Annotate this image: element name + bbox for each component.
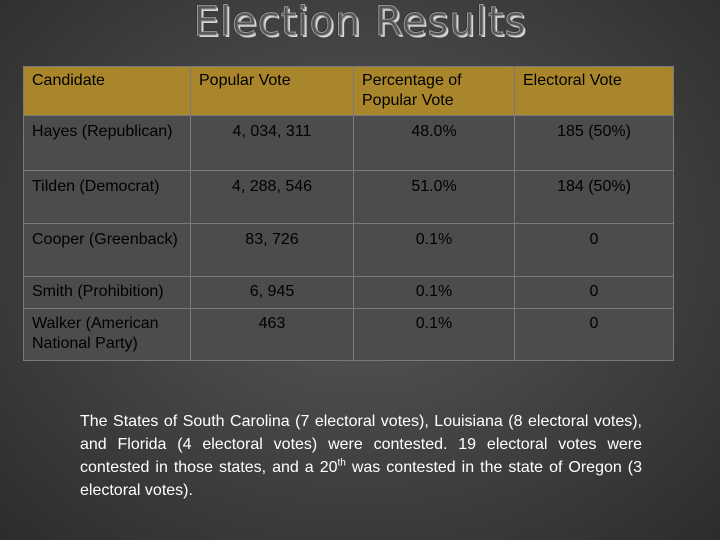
page-title: Election Results: [193, 0, 527, 45]
header-percentage: Percentage of Popular Vote: [353, 66, 515, 116]
contested-votes-note: The States of South Carolina (7 electora…: [80, 410, 642, 502]
cell-electoral-vote: 0: [514, 223, 674, 277]
header-candidate: Candidate: [23, 66, 191, 116]
note-superscript: th: [337, 457, 346, 469]
cell-popular-vote: 463: [190, 308, 354, 361]
header-popular-vote: Popular Vote: [190, 66, 354, 116]
cell-percentage: 0.1%: [353, 276, 515, 309]
cell-candidate: Hayes (Republican): [23, 115, 191, 171]
cell-percentage: 51.0%: [353, 170, 515, 224]
cell-electoral-vote: 184 (50%): [514, 170, 674, 224]
cell-candidate: Cooper (Greenback): [23, 223, 191, 277]
table-row: Tilden (Democrat) 4, 288, 546 51.0% 184 …: [23, 170, 674, 224]
cell-electoral-vote: 185 (50%): [514, 115, 674, 171]
table-row: Smith (Prohibition) 6, 945 0.1% 0: [23, 276, 674, 309]
cell-percentage: 0.1%: [353, 308, 515, 361]
cell-popular-vote: 4, 288, 546: [190, 170, 354, 224]
table-row: Cooper (Greenback) 83, 726 0.1% 0: [23, 223, 674, 277]
table-header-row: Candidate Popular Vote Percentage of Pop…: [23, 66, 674, 116]
cell-popular-vote: 83, 726: [190, 223, 354, 277]
note-text-part2: was contested in the state of Oregon (3 …: [80, 459, 642, 499]
cell-electoral-vote: 0: [514, 276, 674, 309]
cell-candidate: Tilden (Democrat): [23, 170, 191, 224]
note-text-part1: The States of South Carolina (7 electora…: [80, 413, 642, 476]
cell-candidate: Walker (American National Party): [23, 308, 191, 361]
cell-popular-vote: 6, 945: [190, 276, 354, 309]
cell-popular-vote: 4, 034, 311: [190, 115, 354, 171]
table-row: Hayes (Republican) 4, 034, 311 48.0% 185…: [23, 115, 674, 171]
cell-candidate: Smith (Prohibition): [23, 276, 191, 309]
cell-electoral-vote: 0: [514, 308, 674, 361]
cell-percentage: 0.1%: [353, 223, 515, 277]
header-electoral-vote: Electoral Vote: [514, 66, 674, 116]
results-table: Candidate Popular Vote Percentage of Pop…: [23, 66, 674, 361]
table-row: Walker (American National Party) 463 0.1…: [23, 308, 674, 361]
cell-percentage: 48.0%: [353, 115, 515, 171]
